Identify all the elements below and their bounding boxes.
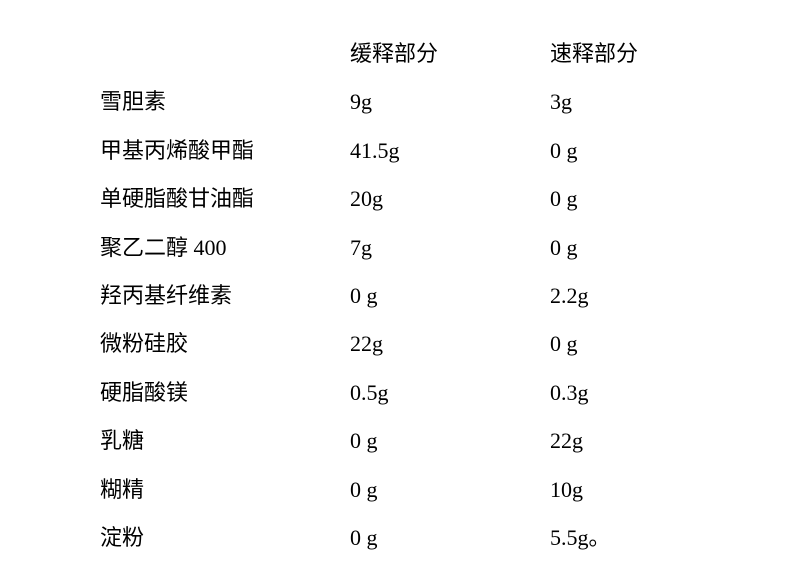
ingredient-label: 糊精: [100, 466, 350, 514]
immediate-value: 0 g: [550, 175, 700, 223]
immediate-value: 0 g: [550, 320, 700, 368]
table-row: 硬脂酸镁0.5g0.3g: [100, 369, 700, 417]
table-row: 雪胆素9g3g: [100, 78, 700, 126]
immediate-value: 5.5g。: [550, 514, 700, 562]
sustained-value: 20g: [350, 175, 550, 223]
sustained-value: 7g: [350, 224, 550, 272]
table-row: 单硬脂酸甘油酯20g0 g: [100, 175, 700, 223]
ingredient-table: 缓释部分 速释部分 雪胆素9g3g甲基丙烯酸甲酯41.5g0 g单硬脂酸甘油酯2…: [100, 30, 700, 562]
sustained-value: 0 g: [350, 417, 550, 465]
immediate-value: 10g: [550, 466, 700, 514]
sustained-value: 0 g: [350, 514, 550, 562]
table-row: 甲基丙烯酸甲酯41.5g0 g: [100, 127, 700, 175]
ingredient-label: 羟丙基纤维素: [100, 272, 350, 320]
sustained-value: 0.5g: [350, 369, 550, 417]
ingredient-label: 硬脂酸镁: [100, 369, 350, 417]
table-row: 羟丙基纤维素0 g2.2g: [100, 272, 700, 320]
sustained-value: 22g: [350, 320, 550, 368]
immediate-value: 3g: [550, 78, 700, 126]
ingredient-label: 乳糖: [100, 417, 350, 465]
immediate-value: 0 g: [550, 224, 700, 272]
ingredient-label: 聚乙二醇 400: [100, 224, 350, 272]
immediate-value: 0 g: [550, 127, 700, 175]
ingredient-label: 甲基丙烯酸甲酯: [100, 127, 350, 175]
header-immediate: 速释部分: [550, 30, 700, 78]
table-row: 淀粉0 g5.5g。: [100, 514, 700, 562]
sustained-value: 0 g: [350, 466, 550, 514]
header-sustained: 缓释部分: [350, 30, 550, 78]
ingredient-label: 单硬脂酸甘油酯: [100, 175, 350, 223]
ingredient-label: 微粉硅胶: [100, 320, 350, 368]
ingredient-label: 淀粉: [100, 514, 350, 562]
table-row: 聚乙二醇 4007g0 g: [100, 224, 700, 272]
table-row: 糊精0 g10g: [100, 466, 700, 514]
table-row: 乳糖0 g22g: [100, 417, 700, 465]
sustained-value: 41.5g: [350, 127, 550, 175]
sustained-value: 0 g: [350, 272, 550, 320]
sustained-value: 9g: [350, 78, 550, 126]
header-empty: [100, 30, 350, 78]
table-row: 微粉硅胶22g0 g: [100, 320, 700, 368]
immediate-value: 2.2g: [550, 272, 700, 320]
ingredient-label: 雪胆素: [100, 78, 350, 126]
immediate-value: 22g: [550, 417, 700, 465]
immediate-value: 0.3g: [550, 369, 700, 417]
table-header-row: 缓释部分 速释部分: [100, 30, 700, 78]
